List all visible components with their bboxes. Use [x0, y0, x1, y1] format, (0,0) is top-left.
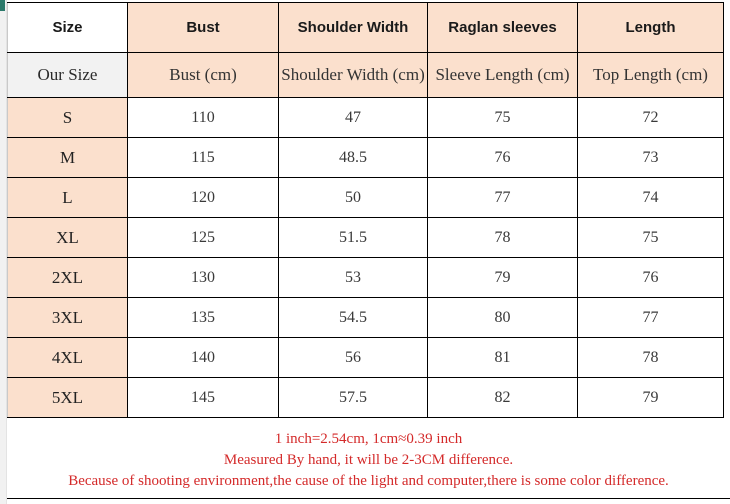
note-measurement: Measured By hand, it will be 2-3CM diffe…	[223, 452, 514, 468]
value-cell: 51.5	[278, 217, 428, 258]
header-cell-length: Length	[577, 2, 724, 53]
value-cell: 77	[577, 297, 724, 338]
value-cell: 74	[577, 177, 724, 218]
subheader-cell-shoulder-width-cm: Shoulder Width (cm)	[278, 52, 428, 98]
value-cell: 73	[577, 137, 724, 178]
header-cell-raglan-sleeves: Raglan sleeves	[427, 2, 578, 53]
value-cell: 130	[127, 257, 279, 298]
sheet-margin	[0, 0, 7, 504]
value-cell: 80	[427, 297, 578, 338]
value-cell: 75	[577, 217, 724, 258]
value-cell: 72	[577, 97, 724, 138]
value-cell: 145	[127, 377, 279, 418]
value-cell: 110	[127, 97, 279, 138]
size-cell: 4XL	[7, 337, 128, 378]
value-cell: 78	[577, 337, 724, 378]
value-cell: 56	[278, 337, 428, 378]
table-row-s: S 110 47 75 72	[7, 97, 724, 138]
value-cell: 140	[127, 337, 279, 378]
subheader-cell-bust-cm: Bust (cm)	[127, 52, 279, 98]
value-cell: 125	[127, 217, 279, 258]
subheader-cell-top-length-cm: Top Length (cm)	[577, 52, 724, 98]
value-cell: 47	[278, 97, 428, 138]
value-cell: 115	[127, 137, 279, 178]
value-cell: 135	[127, 297, 279, 338]
subheader-cell-our-size: Our Size	[7, 52, 128, 98]
table-row-2xl: 2XL 130 53 79 76	[7, 257, 724, 298]
selection-mark	[0, 0, 5, 11]
note-conversion: 1 inch=2.54cm, 1cm≈0.39 inch	[274, 431, 463, 447]
value-cell: 77	[427, 177, 578, 218]
value-cell: 53	[278, 257, 428, 298]
size-cell: L	[7, 177, 128, 218]
value-cell: 50	[278, 177, 428, 218]
table-row-l: L 120 50 77 74	[7, 177, 724, 218]
table-row-3xl: 3XL 135 54.5 80 77	[7, 297, 724, 338]
value-cell: 75	[427, 97, 578, 138]
table-row-xl: XL 125 51.5 78 75	[7, 217, 724, 258]
size-cell: S	[7, 97, 128, 138]
value-cell: 57.5	[278, 377, 428, 418]
subheader-row: Our Size Bust (cm) Shoulder Width (cm) S…	[7, 52, 724, 98]
table-row-5xl: 5XL 145 57.5 82 79	[7, 377, 724, 418]
note-color-difference: Because of shooting environment,the caus…	[68, 473, 669, 489]
value-cell: 76	[577, 257, 724, 298]
table-row-m: M 115 48.5 76 73	[7, 137, 724, 178]
subheader-cell-sleeve-length-cm: Sleeve Length (cm)	[427, 52, 578, 98]
header-cell-size: Size	[7, 2, 128, 53]
size-cell: M	[7, 137, 128, 178]
value-cell: 76	[427, 137, 578, 178]
value-cell: 81	[427, 337, 578, 378]
value-cell: 48.5	[278, 137, 428, 178]
value-cell: 79	[577, 377, 724, 418]
size-cell: XL	[7, 217, 128, 258]
size-cell: 5XL	[7, 377, 128, 418]
value-cell: 82	[427, 377, 578, 418]
header-row: Size Bust Shoulder Width Raglan sleeves …	[7, 2, 724, 53]
value-cell: 54.5	[278, 297, 428, 338]
value-cell: 78	[427, 217, 578, 258]
size-cell: 2XL	[7, 257, 128, 298]
value-cell: 79	[427, 257, 578, 298]
value-cell: 120	[127, 177, 279, 218]
footer-notes: 1 inch=2.54cm, 1cm≈0.39 inch Measured By…	[7, 419, 730, 499]
header-cell-shoulder-width: Shoulder Width	[278, 2, 428, 53]
size-chart-table: Size Bust Shoulder Width Raglan sleeves …	[7, 2, 724, 418]
table-row-4xl: 4XL 140 56 81 78	[7, 337, 724, 378]
size-cell: 3XL	[7, 297, 128, 338]
header-cell-bust: Bust	[127, 2, 279, 53]
